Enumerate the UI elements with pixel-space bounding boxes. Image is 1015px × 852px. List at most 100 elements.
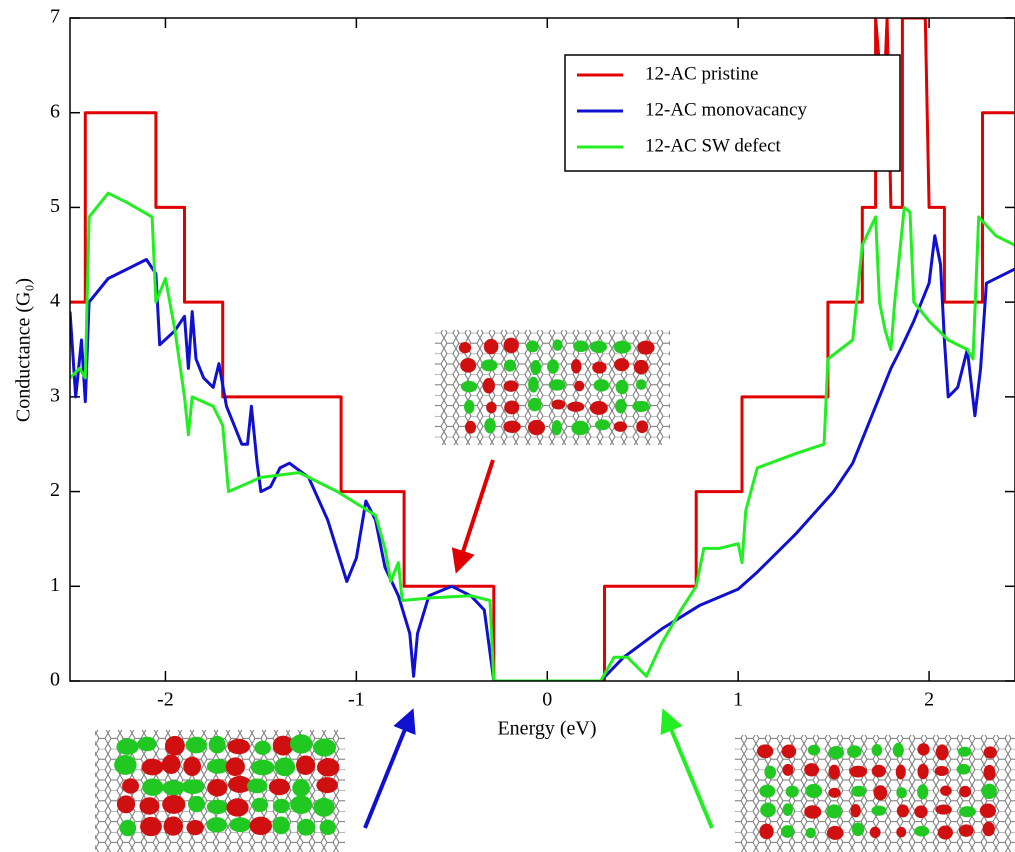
- orbital-blob: [313, 738, 336, 757]
- orbital-blob: [272, 816, 290, 835]
- orbital-blob: [781, 744, 797, 759]
- plot-frame: [69, 17, 1015, 682]
- orbital-blob: [957, 746, 972, 757]
- orbital-blob: [122, 778, 140, 794]
- orbital-blob: [290, 795, 313, 814]
- orbital-blob: [484, 417, 496, 434]
- orbital-blob: [162, 795, 186, 814]
- orbital-blob: [614, 358, 630, 372]
- orbital-blob: [589, 401, 608, 415]
- orbital-blob: [162, 780, 185, 796]
- orbital-blob: [826, 804, 842, 819]
- orbital-blob: [826, 825, 844, 840]
- x-tick-label: -2: [157, 689, 174, 711]
- orbital-blob: [937, 825, 953, 840]
- arrow: [451, 459, 495, 574]
- orbital-blob: [805, 827, 816, 839]
- orbital-blob: [503, 337, 519, 354]
- series-line: [70, 18, 1015, 681]
- orbital-blob: [873, 785, 888, 801]
- orbital-blob: [780, 825, 795, 838]
- orbital-blob: [756, 744, 774, 759]
- orbital-blob: [187, 795, 206, 813]
- orbital-blob: [917, 784, 929, 800]
- orbital-blob: [759, 823, 774, 840]
- orbital-blob: [828, 745, 845, 760]
- orbital-blob: [139, 797, 160, 815]
- orbital-blob: [896, 826, 907, 838]
- orbital-blob: [917, 743, 930, 756]
- orbital-blob: [295, 755, 316, 775]
- orbital-blob: [934, 765, 949, 776]
- orbital-blob: [871, 805, 887, 816]
- y-tick-label: 0: [50, 669, 60, 691]
- orbital-blob: [869, 826, 881, 839]
- orbital-blob: [530, 360, 542, 375]
- orbital-blob: [636, 420, 649, 434]
- axes: -2 -1 0 1 2 0 1 2 3 4 5 6 7: [50, 6, 1015, 711]
- orbital-blob: [935, 744, 949, 761]
- orbital-blob: [613, 340, 632, 354]
- orbital-blob: [503, 420, 521, 433]
- orbital-blob: [959, 785, 972, 798]
- orbital-blob: [183, 756, 202, 777]
- orbital-blob: [851, 822, 865, 837]
- orbital-blob: [567, 401, 585, 412]
- orbital-blob: [289, 734, 313, 754]
- orbital-blob: [551, 399, 566, 410]
- orbital-blob: [593, 379, 610, 392]
- orbital-blob: [164, 735, 185, 756]
- orbital-blob: [914, 805, 928, 819]
- orbital-blob: [274, 757, 296, 777]
- orbital-blob: [228, 775, 252, 793]
- orbital-blob: [292, 779, 310, 797]
- x-tick-label: 2: [924, 689, 934, 711]
- orbital-blob: [828, 787, 841, 798]
- y-tick-label: 2: [50, 479, 60, 501]
- orbital-blob: [981, 783, 997, 799]
- orbital-blob: [940, 785, 952, 796]
- orbital-blob: [592, 361, 607, 374]
- orbital-blob: [116, 795, 136, 814]
- orbital-blob: [185, 736, 207, 754]
- orbital-blob: [465, 420, 477, 434]
- arrow: [660, 708, 714, 829]
- orbital-blob: [614, 398, 627, 414]
- orbital-blob: [804, 805, 822, 819]
- orbital-blob: [528, 376, 539, 393]
- orbital-blob: [635, 379, 647, 390]
- orbital-blob: [486, 401, 497, 414]
- orbital-blob: [573, 340, 589, 353]
- orbital-blob: [161, 754, 181, 774]
- orbital-blob: [319, 819, 336, 836]
- x-tick-label: -1: [348, 689, 365, 711]
- orbital-blob: [483, 338, 499, 355]
- orbital-blob: [782, 803, 793, 817]
- orbital-blob: [316, 757, 340, 777]
- orbital-blob: [851, 785, 867, 797]
- orbital-blob: [594, 419, 611, 431]
- orbital-blob: [552, 339, 563, 351]
- orbital-blob: [206, 799, 228, 815]
- orbital-blob: [296, 818, 316, 836]
- orbital-blob: [206, 817, 228, 833]
- orbital-blob: [850, 804, 861, 818]
- orbital-blob: [914, 825, 930, 837]
- orbital-blob: [983, 764, 996, 781]
- orbital-blob: [227, 738, 250, 755]
- orbital-blob: [849, 765, 868, 778]
- orbital-blob: [892, 742, 904, 758]
- orbital-blob: [983, 746, 997, 759]
- orbital-blob: [956, 763, 971, 775]
- legend-label: 12-AC monovacancy: [645, 99, 807, 120]
- orbital-blob: [254, 740, 271, 756]
- orbital-blob: [637, 340, 655, 355]
- orbital-blob: [805, 783, 823, 799]
- orbital-blob: [764, 765, 777, 779]
- orbital-blob: [229, 817, 252, 833]
- orbital-blob: [847, 745, 862, 758]
- orbital-blob: [804, 763, 820, 777]
- orbital-blob: [959, 806, 976, 818]
- orbital-blob: [249, 816, 273, 836]
